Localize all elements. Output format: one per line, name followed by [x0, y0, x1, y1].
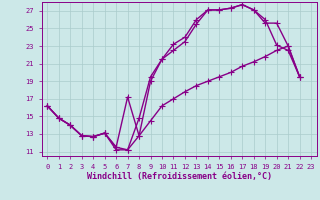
X-axis label: Windchill (Refroidissement éolien,°C): Windchill (Refroidissement éolien,°C): [87, 172, 272, 181]
